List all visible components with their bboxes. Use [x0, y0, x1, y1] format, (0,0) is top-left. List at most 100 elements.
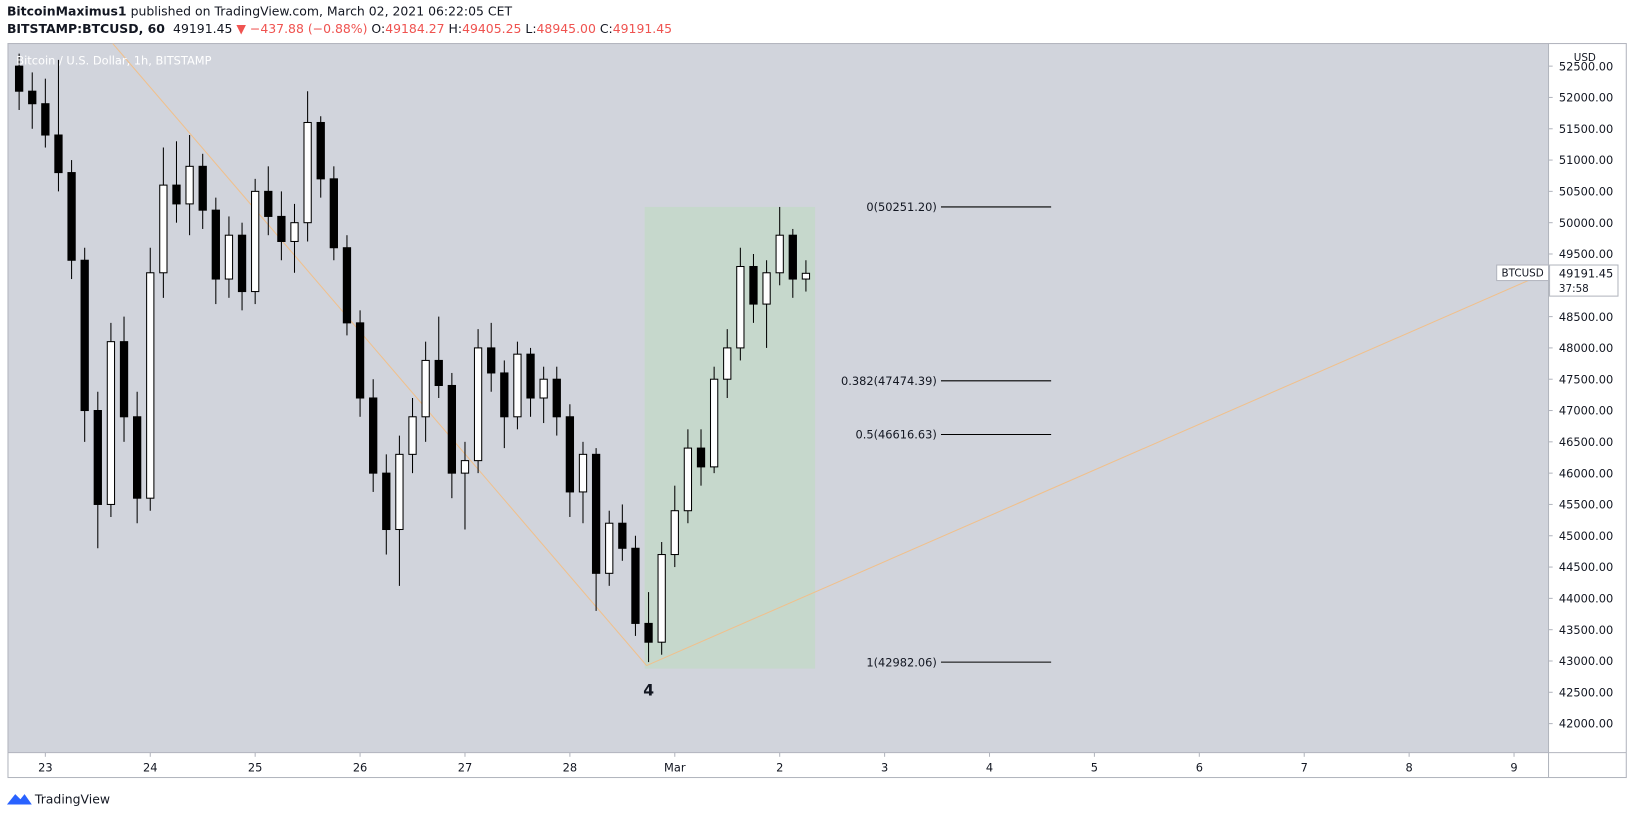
x-tick-label: 23	[38, 760, 53, 774]
x-tick-label: 4	[986, 760, 993, 774]
fib-label: 0.5(46616.63)	[855, 428, 936, 442]
x-tick-label: 25	[248, 760, 263, 774]
candle-body	[382, 472, 391, 531]
candle-body	[355, 322, 365, 399]
candle-body	[644, 622, 653, 643]
candle-body	[211, 209, 220, 280]
candle-body	[369, 397, 378, 474]
y-tick-label: 51500.00	[1559, 122, 1613, 136]
symbol-tag-box	[1496, 264, 1550, 282]
candle-body	[80, 259, 89, 412]
candle-body	[539, 378, 548, 399]
y-tick-label: 42500.00	[1559, 685, 1613, 699]
y-tick-label: 49500.00	[1559, 247, 1613, 261]
candle-body	[473, 347, 483, 462]
candle-body	[41, 103, 50, 136]
candle-body	[526, 353, 535, 399]
y-tick-label: 48000.00	[1559, 341, 1613, 355]
candle-body	[329, 178, 338, 249]
high-value: 49405.25	[462, 21, 521, 36]
x-tick-label: 5	[1091, 760, 1098, 774]
header-line-1: BitcoinMaximus1 published on TradingView…	[7, 4, 513, 19]
y-tick-label: 51000.00	[1559, 153, 1613, 167]
candle-body	[801, 272, 811, 280]
change: −437.88 (−0.88%)	[250, 21, 368, 36]
y-tick-label: 50500.00	[1559, 185, 1613, 199]
candle-body	[146, 272, 155, 499]
open-value: 49184.27	[385, 21, 444, 36]
fib-label: 0.382(47474.39)	[841, 374, 937, 388]
currency-box	[1566, 49, 1604, 67]
candle-body	[749, 265, 758, 305]
y-tick-label: 42000.00	[1559, 717, 1613, 731]
logo-shape	[6, 794, 32, 805]
change-arrow: ▼	[236, 21, 246, 36]
y-tick-label: 52000.00	[1559, 91, 1613, 105]
low-label: L:	[525, 21, 536, 36]
fib-label: 1(42982.06)	[866, 655, 937, 669]
candle-body	[14, 65, 24, 92]
candle-body	[342, 247, 352, 324]
price-axis-panel	[1548, 43, 1627, 778]
published: published on TradingView.com, March 02, …	[131, 4, 513, 19]
candle-body	[552, 378, 561, 418]
candle-body	[788, 234, 797, 280]
y-tick-label: 45500.00	[1559, 498, 1613, 512]
open-label: O:	[371, 21, 385, 36]
y-tick-label: 44500.00	[1559, 560, 1613, 574]
candle-body	[93, 410, 102, 505]
x-tick-label: 28	[563, 760, 578, 774]
symbol: BITSTAMP:BTCUSD, 60	[7, 21, 165, 36]
x-tick-label: 24	[143, 760, 158, 774]
candle-body	[421, 359, 430, 418]
candle-body	[605, 522, 614, 574]
fib-label: 0(50251.20)	[866, 200, 937, 214]
y-tick-label: 46500.00	[1559, 435, 1613, 449]
x-tick-label: 7	[1301, 760, 1308, 774]
candle-body	[618, 522, 627, 549]
candle-body	[224, 234, 234, 280]
candle-body	[264, 190, 273, 217]
range-box	[644, 206, 816, 669]
candle-body	[591, 453, 601, 574]
candle-body	[198, 165, 207, 211]
candle-body	[395, 453, 404, 531]
candle-body	[631, 547, 640, 624]
candle-body	[277, 215, 286, 242]
candle-body	[683, 447, 693, 512]
candle-body	[723, 347, 732, 380]
candle-body	[185, 165, 194, 205]
chart-layer: 0(50251.20) 0.382(47474.39) 0.5(46616.63) 1…	[14, 43, 1530, 669]
candle-body	[513, 353, 522, 418]
y-tick-label: 46000.00	[1559, 466, 1613, 480]
candle-body	[106, 341, 116, 505]
x-tick-label: Mar	[664, 760, 686, 774]
symbol-tag: BTCUSD	[1502, 267, 1544, 279]
candle-body	[303, 121, 312, 224]
candle-body	[28, 90, 37, 105]
candle-body	[237, 234, 247, 293]
header-line-2: BITSTAMP:BTCUSD, 60 49191.45 ▼ −437.88 (…	[7, 21, 672, 36]
candle-body	[657, 554, 666, 643]
chart-legend: Bitcoin / U.S. Dollar, 1h, BITSTAMP	[16, 53, 211, 67]
x-tick-label: 27	[458, 760, 473, 774]
candle-body	[408, 416, 417, 455]
candle-body	[290, 222, 299, 242]
candle-body	[762, 272, 771, 305]
y-tick-label: 44000.00	[1559, 592, 1613, 606]
candle-body	[316, 121, 325, 180]
low-value: 48945.00	[537, 21, 596, 36]
y-tick-label: 47000.00	[1559, 404, 1613, 418]
high-label: H:	[449, 21, 463, 36]
x-tick-label: 26	[353, 760, 368, 774]
price-tag: 49191.45	[1559, 266, 1613, 280]
candle-body	[132, 416, 142, 499]
y-tick-label: 50000.00	[1559, 216, 1613, 230]
x-tick-label: 9	[1510, 760, 1517, 774]
currency-label: USD	[1574, 52, 1596, 64]
candle-body	[434, 359, 443, 386]
y-tick-label: 43000.00	[1559, 654, 1613, 668]
candle-body	[251, 190, 260, 293]
